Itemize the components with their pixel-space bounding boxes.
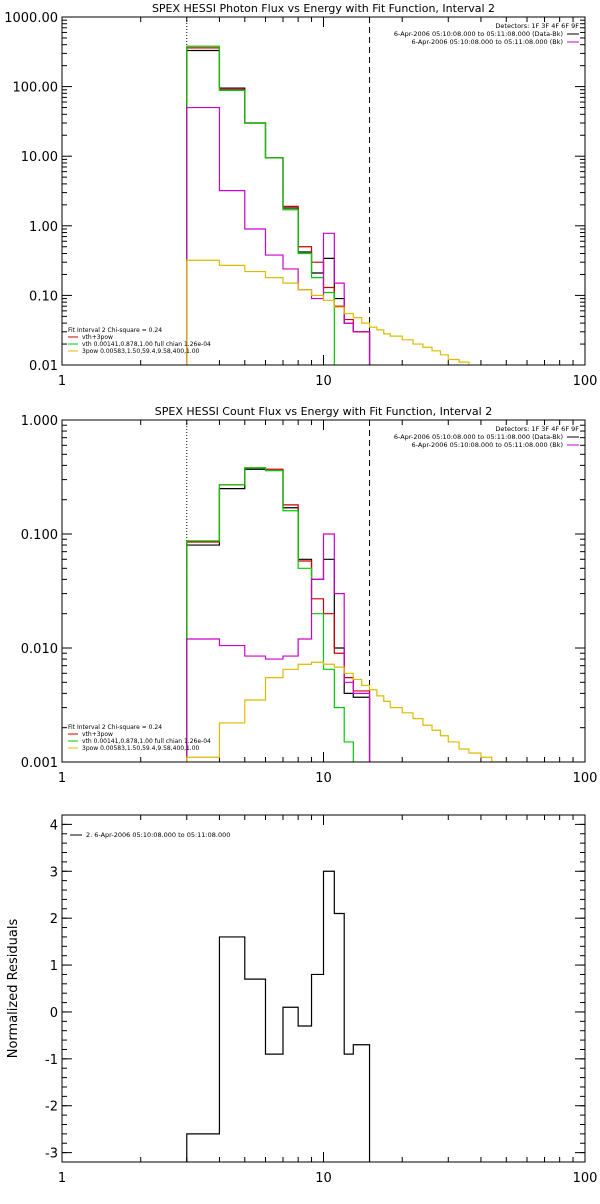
legend-entry: vth 0.00141,0.878,1.00 full chian 1.26e-… [82, 738, 211, 745]
legend-entry: 3pow 0.00583,1.50,59.4,9.58,400,1.00 [82, 348, 200, 355]
legend-entry: 6-Apr-2006 05:10:08.000 to 05:11:08.000 … [394, 30, 563, 38]
chart-title: SPEX HESSI Count Flux vs Energy with Fit… [155, 405, 492, 418]
legend-entry: Detectors: 1F 3F 4F 6F 9F [495, 22, 579, 30]
x-tick-label: 10 [315, 374, 332, 389]
series-4-histogram [186, 106, 371, 365]
legend-entry: 3pow 0.00583,1.50,59.4,9.58,400,1.00 [82, 745, 200, 752]
x-tick-label: 1 [58, 374, 66, 389]
x-tick-label: 10 [315, 771, 332, 786]
series-4-histogram [186, 533, 371, 762]
legend-entry: Fit Interval 2 Chi-square = 0.24 [68, 724, 162, 731]
panel-2: SPEX HESSI Count Flux vs Energy with Fit… [21, 405, 598, 786]
y-tick-label: -1 [45, 1053, 58, 1068]
panel-1: SPEX HESSI Photon Flux vs Energy with Fi… [4, 2, 597, 389]
series-5-histogram [186, 259, 470, 365]
legend-entry: vth 0.00141,0.878,1.00 full chian 1.26e-… [82, 341, 211, 348]
y-tick-label: 1000.00 [4, 11, 58, 26]
series-3-histogram [186, 467, 354, 762]
plot-frame [61, 419, 586, 763]
legend-entry: Detectors: 1F 3F 4F 6F 9F [495, 425, 579, 433]
y-tick-label: 0.010 [21, 642, 58, 657]
y-tick-label: 10.00 [21, 150, 58, 165]
chart-title: SPEX HESSI Photon Flux vs Energy with Fi… [152, 2, 495, 15]
series-1-histogram [186, 49, 371, 365]
x-tick-label: 1 [58, 771, 66, 786]
x-tick-label: 10 [315, 1171, 332, 1186]
plot-frame [61, 814, 586, 1163]
series-2-histogram [186, 47, 371, 365]
y-tick-label: 100.00 [13, 81, 59, 96]
x-tick-label: 100 [573, 771, 598, 786]
y-tick-label: -2 [45, 1100, 58, 1115]
legend-entry: vth+3pow [82, 334, 113, 341]
y-tick-label: -3 [45, 1147, 58, 1162]
y-tick-label: 0.10 [29, 289, 58, 304]
series-5-histogram [186, 661, 511, 762]
plot-frame [61, 16, 586, 366]
legend-entry: Fit Interval 2 Chi-square = 0.24 [68, 327, 162, 334]
x-tick-label: 1 [58, 1171, 66, 1186]
series-2-histogram [186, 467, 371, 762]
y-tick-label: 0.01 [29, 359, 58, 374]
panel-3: Normalized Residuals 1 10 100 -3 -2 -1 0 1 2 3 4 2. … [6, 814, 598, 1186]
series-3-histogram [186, 45, 335, 365]
y-tick-label: 4 [50, 818, 58, 833]
legend-entry: 6-Apr-2006 05:10:08.000 to 05:11:08.000 … [394, 433, 563, 441]
y-tick-label: 0 [50, 1006, 58, 1021]
x-tick-label: 100 [573, 374, 598, 389]
y-tick-label: 2 [50, 912, 58, 927]
y-tick-label: 1.000 [21, 414, 58, 429]
x-tick-label: 100 [573, 1171, 598, 1186]
legend-entry: vth+3pow [82, 731, 113, 738]
series-1-histogram [186, 870, 371, 1162]
y-tick-label: 0.001 [21, 756, 58, 771]
legend-entry: 6-Apr-2006 05:10:08.000 to 05:11:08.000 … [412, 38, 563, 46]
legend-entry: 6-Apr-2006 05:10:08.000 to 05:11:08.000 … [412, 441, 563, 449]
y-tick-label: 0.100 [21, 528, 58, 543]
legend-entry: 2. 6-Apr-2006 05:10:08.000 to 05:11:08.0… [86, 831, 230, 839]
y-axis-label: Normalized Residuals [6, 919, 21, 1059]
series-1-histogram [186, 468, 371, 762]
y-tick-label: 3 [50, 865, 58, 880]
y-tick-label: 1 [50, 959, 58, 974]
y-tick-label: 1.00 [29, 220, 58, 235]
